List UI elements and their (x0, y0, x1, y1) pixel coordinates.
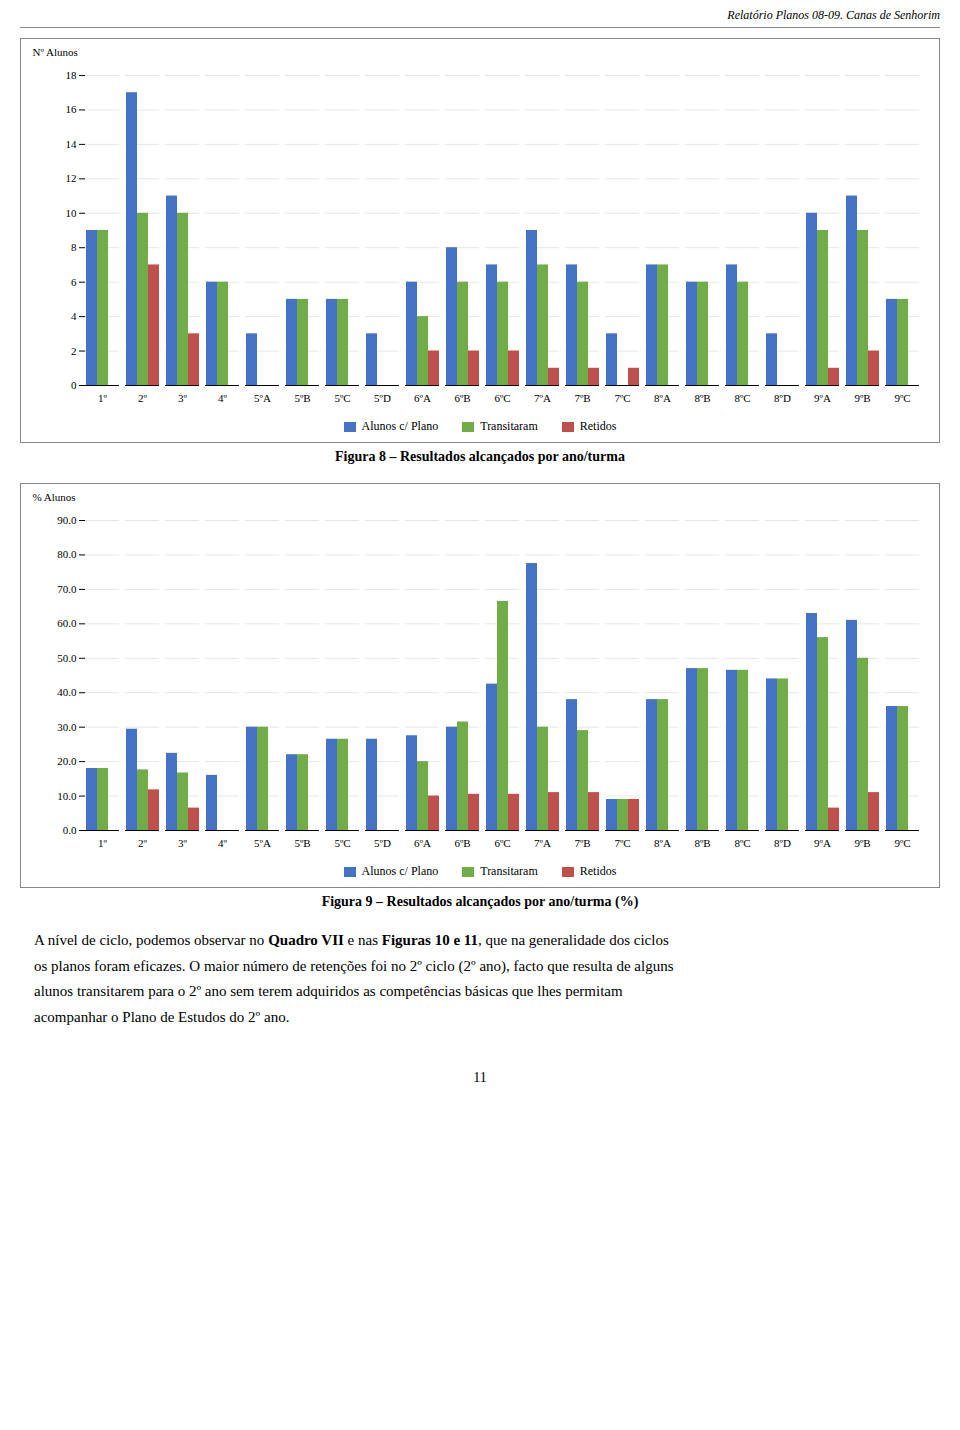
svg-text:5ºA: 5ºA (254, 837, 271, 849)
html-text:os planos foram eficazes. O ma: os planos foram eficazes. O maior número… (34, 957, 674, 974)
html-text:alunos transitarem para o 2º a: alunos transitarem para o 2º ano sem ter… (34, 983, 623, 999)
svg-text:8ºD: 8ºD (774, 837, 791, 849)
html-text:Alunos c/ Plano: Alunos c/ Plano (361, 419, 439, 433)
svg-text:5ºD: 5ºD (374, 392, 391, 404)
svg-text:50.0: 50.0 (57, 652, 77, 664)
svg-text:8ºA: 8ºA (654, 837, 671, 849)
svg-text:1º: 1º (98, 392, 108, 404)
svg-text:16: 16 (66, 103, 78, 115)
svg-text:7ºC: 7ºC (614, 837, 630, 849)
svg-text:80.0: 80.0 (57, 548, 77, 560)
svg-text:% Alunos: % Alunos (33, 491, 76, 503)
svg-text:3º: 3º (178, 837, 188, 849)
svg-text:2º: 2º (138, 392, 148, 404)
svg-text:6ºA: 6ºA (414, 837, 431, 849)
svg-text:7ºB: 7ºB (574, 837, 590, 849)
svg-text:6: 6 (71, 276, 77, 288)
svg-text:4º: 4º (218, 837, 228, 849)
svg-text:6ºB: 6ºB (454, 837, 470, 849)
svg-text:7ºA: 7ºA (534, 837, 551, 849)
svg-text:5ºC: 5ºC (334, 837, 350, 849)
svg-text:60.0: 60.0 (57, 617, 77, 629)
svg-text:30.0: 30.0 (57, 721, 77, 733)
svg-text:6ºC: 6ºC (494, 837, 510, 849)
html-text:Figura 8 – Resultados alcançad: Figura 8 – Resultados alcançados por ano… (335, 449, 625, 464)
svg-text:7ºA: 7ºA (534, 392, 551, 404)
svg-text:90.0: 90.0 (57, 514, 77, 526)
svg-text:70.0: 70.0 (57, 583, 77, 595)
svg-text:0.0: 0.0 (63, 824, 77, 836)
html-text:Retidos: Retidos (579, 419, 617, 433)
svg-text:5ºC: 5ºC (334, 392, 350, 404)
svg-text:20.0: 20.0 (57, 755, 77, 767)
html-text:11: 11 (473, 1070, 487, 1085)
svg-text:8ºB: 8ºB (694, 837, 710, 849)
html-text:Transitaram: Transitaram (480, 864, 538, 878)
html-text:Relatório Planos 08-09. Canas: Relatório Planos 08-09. Canas de Senhori… (727, 8, 940, 22)
svg-text:5ºB: 5ºB (294, 392, 310, 404)
svg-text:6ºC: 6ºC (494, 392, 510, 404)
svg-text:3º: 3º (178, 392, 188, 404)
svg-text:18: 18 (66, 69, 78, 81)
svg-text:2: 2 (71, 345, 77, 357)
svg-text:6ºA: 6ºA (414, 392, 431, 404)
html-text:Alunos c/ Plano: Alunos c/ Plano (361, 864, 439, 878)
svg-text:2º: 2º (138, 837, 148, 849)
html-text:Retidos: Retidos (579, 864, 617, 878)
svg-text:12: 12 (66, 172, 77, 184)
svg-text:9ºB: 9ºB (854, 392, 870, 404)
svg-text:10: 10 (66, 207, 78, 219)
svg-text:8ºC: 8ºC (734, 837, 750, 849)
svg-text:9ºA: 9ºA (814, 392, 831, 404)
svg-text:9ºA: 9ºA (814, 837, 831, 849)
svg-text:5ºA: 5ºA (254, 392, 271, 404)
svg-text:5ºD: 5ºD (374, 837, 391, 849)
svg-text:4: 4 (71, 310, 77, 322)
svg-text:7ºC: 7ºC (614, 392, 630, 404)
svg-text:8ºB: 8ºB (694, 392, 710, 404)
svg-text:5ºB: 5ºB (294, 837, 310, 849)
svg-text:40.0: 40.0 (57, 686, 77, 698)
svg-text:8: 8 (71, 241, 77, 253)
html-text:acompanhar o Plano de Estudos: acompanhar o Plano de Estudos do 2º ano. (34, 1008, 290, 1025)
svg-text:10.0: 10.0 (57, 790, 77, 802)
svg-text:Nº Alunos: Nº Alunos (33, 46, 78, 58)
svg-text:1º: 1º (98, 837, 108, 849)
svg-text:6ºB: 6ºB (454, 392, 470, 404)
svg-text:8ºD: 8ºD (774, 392, 791, 404)
svg-text:8ºC: 8ºC (734, 392, 750, 404)
svg-text:8ºA: 8ºA (654, 392, 671, 404)
html-text:Figura 9 – Resultados alcançad: Figura 9 – Resultados alcançados por ano… (321, 894, 639, 909)
svg-text:9ºB: 9ºB (854, 837, 870, 849)
svg-text:14: 14 (66, 138, 78, 150)
svg-text:0: 0 (71, 379, 77, 391)
html-text:Transitaram: Transitaram (480, 419, 538, 433)
svg-text:9ºC: 9ºC (894, 837, 910, 849)
svg-text:4º: 4º (218, 392, 228, 404)
html-text:A nível de ciclo, podemos obse: A nível de ciclo, podemos observar no Qu… (34, 932, 669, 948)
svg-text:7ºB: 7ºB (574, 392, 590, 404)
svg-text:9ºC: 9ºC (894, 392, 910, 404)
